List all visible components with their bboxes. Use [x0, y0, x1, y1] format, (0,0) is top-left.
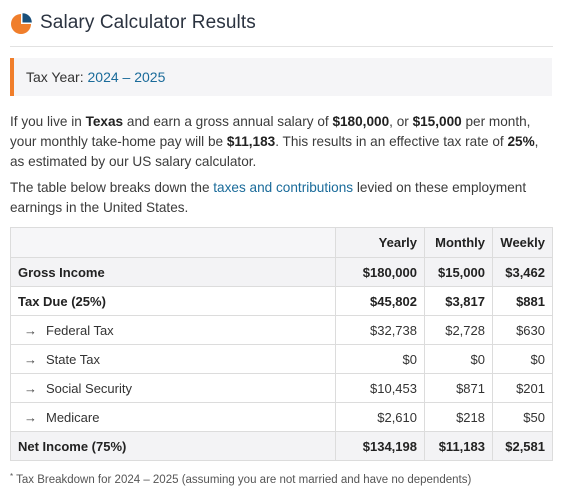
header-blank	[9, 227, 337, 258]
cell-weekly: $201	[491, 373, 554, 403]
breakdown-paragraph: The table below breaks down the taxes an…	[10, 178, 555, 218]
page-title: Salary Calculator Results	[40, 12, 256, 33]
row-label: Net Income (75%)	[9, 431, 337, 461]
taxes-contributions-link[interactable]: taxes and contributions	[213, 180, 354, 195]
table-header-row: Yearly Monthly Weekly	[9, 227, 554, 258]
tax-breakdown-table: Yearly Monthly Weekly Gross Income $180,…	[9, 227, 554, 461]
row-label-cell: → Social Security	[9, 373, 337, 403]
cell-weekly: $0	[491, 344, 554, 374]
cell-yearly: $134,198	[335, 431, 425, 461]
arrow-right-icon: →	[24, 351, 37, 367]
row-label: Social Security	[46, 380, 132, 396]
cell-weekly: $50	[491, 402, 554, 432]
header-divider	[10, 46, 553, 47]
footnote: * Tax Breakdown for 2024 – 2025 (assumin…	[10, 472, 472, 486]
page-header: Salary Calculator Results	[10, 10, 553, 46]
arrow-right-icon: →	[24, 409, 37, 425]
cell-monthly: $11,183	[424, 431, 493, 461]
summary-paragraph: If you live in Texas and earn a gross an…	[10, 112, 555, 172]
cell-monthly: $2,728	[424, 315, 493, 345]
row-gross-income: Gross Income $180,000 $15,000 $3,462	[9, 257, 554, 287]
row-label: State Tax	[46, 351, 100, 367]
row-federal-tax: → Federal Tax $32,738 $2,728 $630	[9, 315, 554, 345]
cell-monthly: $3,817	[424, 286, 493, 316]
cell-monthly: $0	[424, 344, 493, 374]
arrow-right-icon: →	[24, 380, 37, 396]
cell-monthly: $871	[424, 373, 493, 403]
row-label: Gross Income	[9, 257, 337, 287]
cell-yearly: $45,802	[335, 286, 425, 316]
summary-state: Texas	[85, 114, 124, 129]
cell-monthly: $15,000	[424, 257, 493, 287]
summary-annual-salary: $180,000	[332, 114, 390, 129]
summary-text: , or	[389, 114, 413, 129]
tax-year-label: Tax Year: 2024 – 2025	[26, 69, 165, 85]
breakdown-text: levied on these employment earnings in t…	[10, 180, 527, 215]
breakdown-text: The table below breaks down the	[10, 180, 214, 195]
cell-weekly: $630	[491, 315, 554, 345]
tax-year-caption: Tax Year:	[26, 69, 84, 85]
row-label-cell: → Federal Tax	[9, 315, 337, 345]
summary-text: . This results in an effective tax rate …	[275, 134, 508, 149]
tax-year-callout: Tax Year: 2024 – 2025	[10, 58, 552, 96]
cell-yearly: $180,000	[335, 257, 425, 287]
tax-year-value: 2024 – 2025	[87, 69, 166, 85]
row-social-security: → Social Security $10,453 $871 $201	[9, 373, 554, 403]
cell-yearly: $32,738	[335, 315, 425, 345]
cell-monthly: $218	[424, 402, 493, 432]
summary-takehome: $11,183	[226, 134, 276, 149]
row-state-tax: → State Tax $0 $0 $0	[9, 344, 554, 374]
summary-text: per month, your monthly take-home pay wi…	[10, 114, 531, 149]
footnote-text: Tax Breakdown for 2024 – 2025 (assuming …	[13, 474, 472, 486]
summary-text: , as estimated by our US salary calculat…	[10, 134, 539, 169]
row-medicare: → Medicare $2,610 $218 $50	[9, 402, 554, 432]
cell-yearly: $2,610	[335, 402, 425, 432]
header-monthly: Monthly	[424, 227, 493, 258]
summary-monthly-salary: $15,000	[412, 114, 462, 129]
summary-tax-rate: 25%	[507, 134, 535, 149]
cell-yearly: $10,453	[335, 373, 425, 403]
summary-text: If you live in	[10, 114, 86, 129]
summary-text: and earn a gross annual salary of	[123, 114, 333, 129]
cell-weekly: $881	[491, 286, 554, 316]
cell-yearly: $0	[335, 344, 425, 374]
pie-chart-icon	[11, 13, 32, 34]
row-label: Medicare	[46, 409, 100, 425]
row-label: Federal Tax	[46, 322, 114, 338]
arrow-right-icon: →	[24, 322, 37, 338]
cell-weekly: $2,581	[491, 431, 554, 461]
row-net-income: Net Income (75%) $134,198 $11,183 $2,581	[9, 431, 554, 461]
header-weekly: Weekly	[491, 227, 554, 258]
header-yearly: Yearly	[335, 227, 425, 258]
cell-weekly: $3,462	[491, 257, 554, 287]
row-tax-due: Tax Due (25%) $45,802 $3,817 $881	[9, 286, 554, 316]
row-label-cell: → State Tax	[9, 344, 337, 374]
row-label: Tax Due (25%)	[9, 286, 337, 316]
row-label-cell: → Medicare	[9, 402, 337, 432]
footnote-marker: *	[10, 472, 14, 481]
